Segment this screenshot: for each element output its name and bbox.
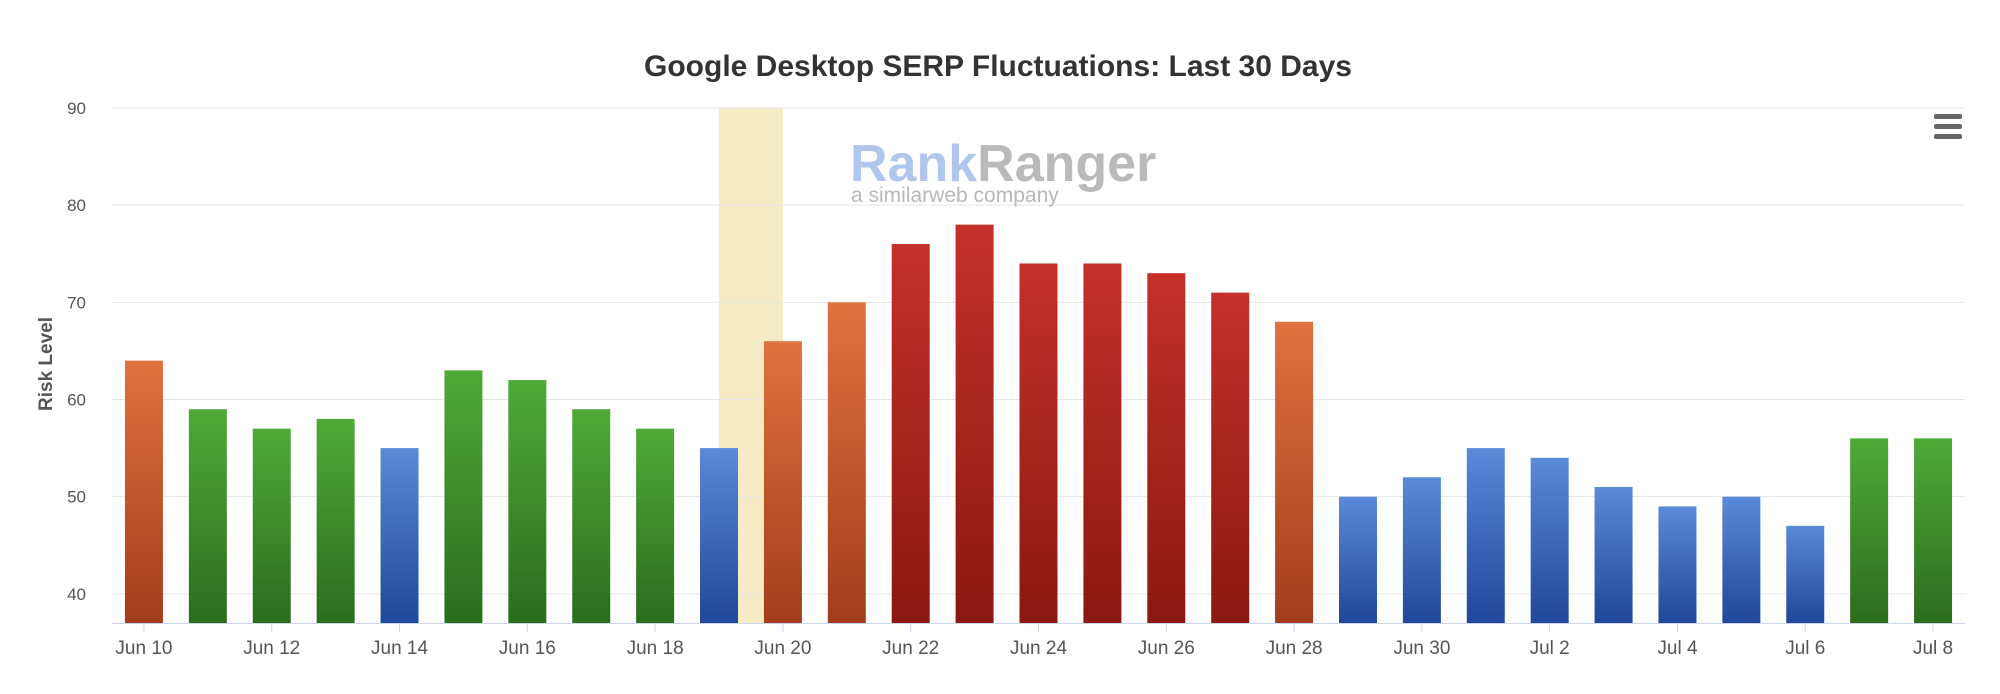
- x-tick-label: Jul 6: [1785, 638, 1825, 659]
- x-tick-label: Jul 4: [1657, 638, 1698, 659]
- bar-jun-15[interactable]: [444, 370, 483, 623]
- bar-jun-12[interactable]: [252, 428, 291, 623]
- watermark-tagline: a similarweb company: [851, 184, 1059, 207]
- bar-jun-20[interactable]: [763, 341, 802, 623]
- bar-jun-24[interactable]: [1019, 263, 1058, 623]
- watermark-brand-part2: Ranger: [977, 135, 1156, 193]
- bar-jun-13[interactable]: [316, 418, 355, 623]
- y-tick-label: 50: [67, 488, 86, 507]
- x-tick-label: Jun 14: [371, 638, 428, 659]
- bar-layer: [124, 224, 1953, 624]
- bar-jul-7[interactable]: [1850, 438, 1889, 623]
- y-axis-label: Risk Level: [36, 317, 57, 411]
- x-tick-label: Jun 24: [1010, 638, 1067, 659]
- bar-jul-2[interactable]: [1530, 457, 1569, 623]
- bar-jun-30[interactable]: [1402, 477, 1441, 623]
- bar-jun-11[interactable]: [188, 409, 227, 623]
- x-tick-label: Jun 16: [499, 638, 556, 659]
- x-tick-label: Jun 18: [627, 638, 684, 659]
- chart-title: Google Desktop SERP Fluctuations: Last 3…: [644, 50, 1352, 83]
- bar-jul-1[interactable]: [1466, 448, 1505, 623]
- bar-jul-8[interactable]: [1914, 438, 1953, 623]
- bar-jun-25[interactable]: [1083, 263, 1122, 623]
- bar-jun-21[interactable]: [827, 302, 866, 623]
- x-tick-label: Jul 2: [1530, 638, 1570, 659]
- bar-jul-5[interactable]: [1722, 496, 1761, 623]
- bar-jul-6[interactable]: [1786, 525, 1825, 623]
- x-tick-label: Jun 22: [882, 638, 939, 659]
- bar-jun-23[interactable]: [955, 224, 994, 624]
- y-tick-label: 70: [67, 293, 86, 312]
- x-tick-label: Jun 10: [115, 638, 172, 659]
- y-tick-label: 40: [67, 585, 86, 604]
- x-tick-label: Jun 30: [1393, 638, 1450, 659]
- bar-jun-10[interactable]: [124, 360, 163, 623]
- axis-layer: Jun 10 Jun 12 Jun 14 Jun 16 Jun 18 Jun 20 Jun …: [112, 623, 1965, 659]
- x-tick-label: Jun 28: [1266, 638, 1323, 659]
- bar-jun-17[interactable]: [572, 409, 611, 623]
- x-tick-label: Jul 8: [1913, 638, 1953, 659]
- bar-jul-4[interactable]: [1658, 506, 1697, 623]
- bar-jun-14[interactable]: [380, 448, 419, 623]
- bar-jun-16[interactable]: [508, 380, 547, 623]
- x-tick-label: Jun 26: [1138, 638, 1195, 659]
- x-tick-label: Jun 12: [243, 638, 300, 659]
- y-tick-label: 80: [67, 196, 86, 215]
- bar-jun-29[interactable]: [1338, 496, 1377, 623]
- bar-jun-22[interactable]: [891, 244, 930, 624]
- y-tick-label: 90: [67, 99, 86, 118]
- bar-jun-26[interactable]: [1147, 273, 1186, 623]
- y-tick-label: 60: [67, 391, 86, 410]
- bar-jun-28[interactable]: [1275, 321, 1314, 623]
- watermark-logo: RankRanger a similarweb company: [850, 135, 1156, 207]
- watermark-brand-part1: Rank: [850, 135, 977, 193]
- x-tick-label: Jun 20: [754, 638, 811, 659]
- bar-jun-27[interactable]: [1211, 292, 1250, 623]
- bar-jun-18[interactable]: [636, 428, 675, 623]
- bar-jun-19[interactable]: [700, 448, 739, 623]
- bar-jul-3[interactable]: [1594, 486, 1633, 623]
- hamburger-menu-icon[interactable]: [1932, 112, 1964, 142]
- svg-text:RankRanger: RankRanger: [850, 135, 1156, 193]
